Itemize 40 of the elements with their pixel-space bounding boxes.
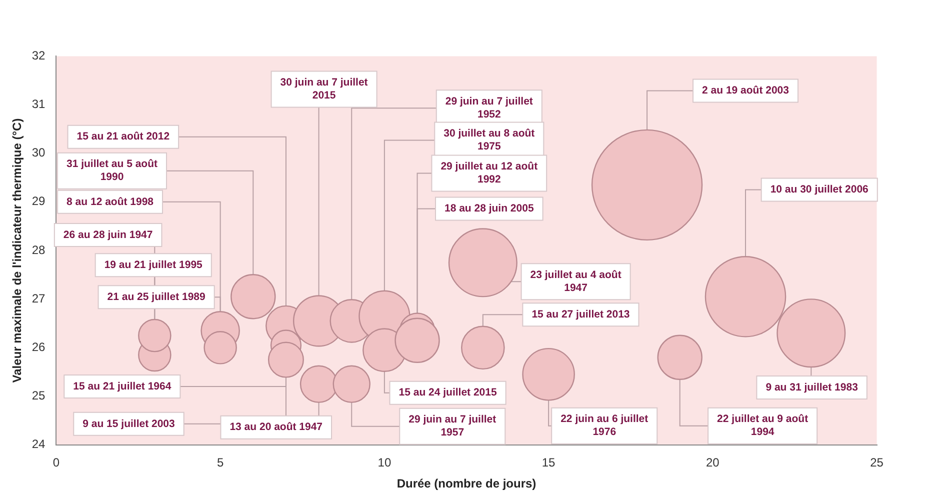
y-tick-label: 31 <box>32 97 46 112</box>
y-tick-label: 29 <box>32 194 46 208</box>
annotation: 9 au 31 juillet 1983 <box>766 381 858 394</box>
x-tick-label: 0 <box>52 455 60 470</box>
annotation: 19 au 21 juillet 1995 <box>104 258 203 271</box>
annotation: 15 au 27 juillet 2013 <box>532 308 630 321</box>
annotation: 23 juillet au 4 août 1947 <box>530 268 622 294</box>
y-tick-label: 25 <box>32 388 46 403</box>
annotation: 22 juin au 6 juillet 1976 <box>560 413 649 438</box>
x-axis-title: Durée (nombre de jours) <box>396 476 536 491</box>
annotation: 8 au 12 août 1998 <box>66 196 154 208</box>
x-tick-label: 15 <box>542 455 556 470</box>
x-tick-label: 25 <box>870 455 884 470</box>
annotation: 15 au 24 juillet 2015 <box>398 386 497 399</box>
annotation: 15 au 21 août 2012 <box>76 130 170 143</box>
annotation: 29 juin au 7 juillet 1957 <box>408 414 497 439</box>
y-tick-label: 27 <box>32 291 46 306</box>
annotation: 2 au 19 août 2003 <box>702 84 790 97</box>
annotation: 30 juillet au 8 août 1975 <box>444 128 536 153</box>
y-tick-label: 32 <box>32 48 46 63</box>
x-tick-label: 10 <box>378 455 392 470</box>
annotation: 9 au 15 juillet 2003 <box>82 418 176 430</box>
x-tick-label: 5 <box>216 455 224 470</box>
x-tick-label: 20 <box>706 455 720 470</box>
annotation: 29 juillet au 12 août 1992 <box>440 160 538 186</box>
annotation: 15 au 21 juillet 1964 <box>73 380 172 392</box>
annotation: 22 juillet au 9 août 1994 <box>717 413 809 438</box>
annotation: 21 au 25 juillet 1989 <box>107 291 206 304</box>
annotation: 31 juillet au 5 août 1990 <box>66 158 158 184</box>
annotation: 30 juin au 7 juillet 2015 <box>280 76 368 102</box>
y-tick-label: 30 <box>32 146 46 160</box>
y-tick-label: 28 <box>32 242 46 257</box>
annotation: 29 juin au 7 juillet 1952 <box>445 96 534 121</box>
y-axis-title: Valeur maximale de l'indicateur thermique (°C) <box>10 118 24 383</box>
y-tick-label: 26 <box>32 340 46 354</box>
annotation: 13 au 20 août 1947 <box>230 421 323 434</box>
annotation: 10 au 30 juillet 2006 <box>770 184 869 196</box>
annotation: 26 au 28 juin 1947 <box>63 228 153 241</box>
y-tick-label: 24 <box>32 437 46 452</box>
annotation: 18 au 28 juin 2005 <box>444 202 534 215</box>
